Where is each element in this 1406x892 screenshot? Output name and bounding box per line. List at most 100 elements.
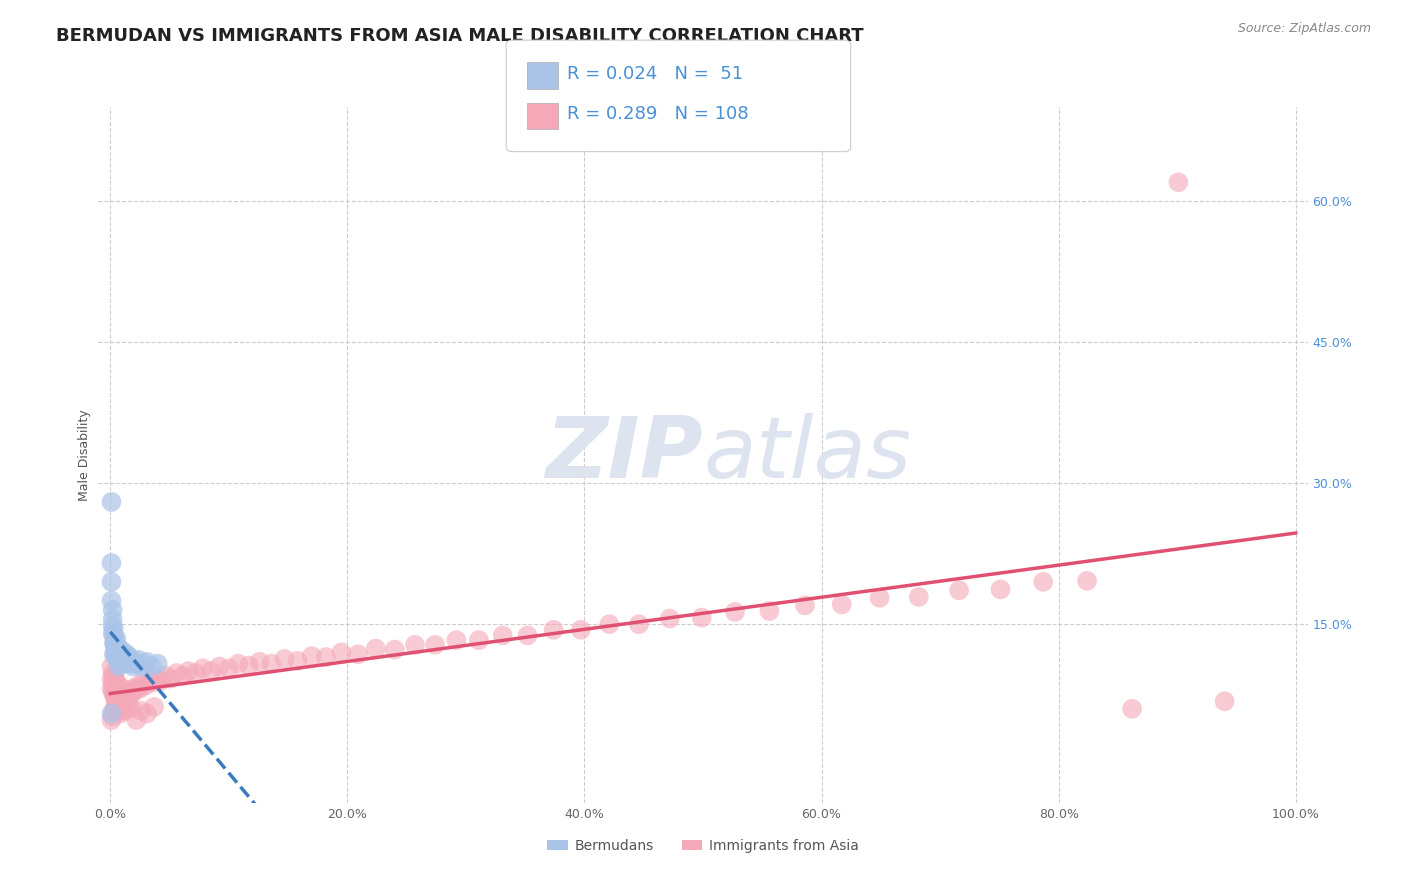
Point	[103, 678, 125, 692]
Point	[141, 659, 163, 673]
Point	[150, 673, 173, 688]
Text: ZIP: ZIP	[546, 413, 703, 497]
Point	[100, 672, 122, 686]
Point	[260, 657, 283, 671]
Point	[208, 659, 231, 673]
Point	[108, 645, 131, 659]
Point	[107, 640, 129, 655]
Text: R = 0.289   N = 108: R = 0.289 N = 108	[567, 105, 748, 123]
Point	[105, 674, 128, 689]
Point	[100, 681, 122, 695]
Point	[114, 653, 136, 667]
Point	[100, 574, 122, 589]
Point	[132, 657, 155, 671]
Point	[107, 678, 129, 692]
Point	[129, 681, 152, 695]
Point	[184, 666, 207, 681]
Text: Source: ZipAtlas.com: Source: ZipAtlas.com	[1237, 22, 1371, 36]
Point	[1213, 694, 1236, 708]
Point	[105, 640, 128, 655]
Point	[129, 659, 152, 673]
Point	[724, 605, 747, 619]
Point	[166, 666, 188, 681]
Point	[104, 690, 127, 705]
Point	[122, 655, 145, 669]
Point	[105, 645, 128, 659]
Point	[105, 694, 128, 708]
Point	[132, 675, 155, 690]
Point	[273, 652, 295, 666]
Point	[108, 653, 131, 667]
Point	[103, 628, 125, 642]
Point	[107, 688, 129, 702]
Point	[948, 583, 970, 598]
Point	[101, 612, 124, 626]
Point	[107, 699, 129, 714]
Point	[125, 657, 148, 671]
Point	[159, 672, 181, 686]
Point	[347, 647, 370, 661]
Point	[794, 599, 817, 613]
Point	[446, 633, 468, 648]
Point	[121, 686, 143, 700]
Point	[115, 647, 138, 661]
Point	[128, 653, 150, 667]
Point	[301, 649, 323, 664]
Point	[146, 657, 169, 671]
Point	[384, 642, 406, 657]
Point	[107, 659, 129, 673]
Point	[112, 685, 135, 699]
Point	[105, 697, 128, 711]
Point	[114, 650, 136, 665]
Point	[120, 688, 142, 702]
Point	[110, 657, 132, 671]
Point	[104, 647, 127, 661]
Point	[129, 704, 152, 718]
Point	[105, 693, 128, 707]
Point	[138, 673, 160, 688]
Point	[110, 647, 132, 661]
Point	[105, 653, 128, 667]
Point	[492, 628, 515, 642]
Point	[105, 681, 128, 695]
Point	[110, 706, 132, 721]
Point	[364, 641, 387, 656]
Point	[105, 632, 128, 646]
Point	[103, 622, 125, 636]
Point	[191, 661, 214, 675]
Point	[107, 647, 129, 661]
Point	[111, 690, 134, 705]
Point	[110, 694, 132, 708]
Point	[121, 659, 143, 673]
Point	[598, 617, 620, 632]
Point	[1032, 574, 1054, 589]
Text: R = 0.024   N =  51: R = 0.024 N = 51	[567, 65, 742, 83]
Point	[101, 603, 124, 617]
Point	[103, 669, 125, 683]
Point	[105, 638, 128, 652]
Point	[121, 653, 143, 667]
Point	[112, 657, 135, 671]
Legend: Bermudans, Immigrants from Asia: Bermudans, Immigrants from Asia	[541, 833, 865, 858]
Point	[907, 590, 929, 604]
Point	[111, 681, 134, 695]
Point	[177, 664, 200, 678]
Point	[155, 669, 177, 683]
Point	[101, 626, 124, 640]
Point	[101, 619, 124, 633]
Point	[143, 699, 166, 714]
Point	[1121, 702, 1143, 716]
Point	[543, 623, 565, 637]
Point	[103, 704, 125, 718]
Point	[118, 685, 141, 699]
Point	[990, 582, 1012, 597]
Point	[117, 699, 139, 714]
Point	[516, 628, 538, 642]
Point	[423, 638, 446, 652]
Point	[117, 688, 139, 702]
Point	[105, 684, 128, 698]
Point	[103, 647, 125, 661]
Point	[103, 688, 125, 702]
Point	[105, 650, 128, 665]
Point	[145, 672, 167, 686]
